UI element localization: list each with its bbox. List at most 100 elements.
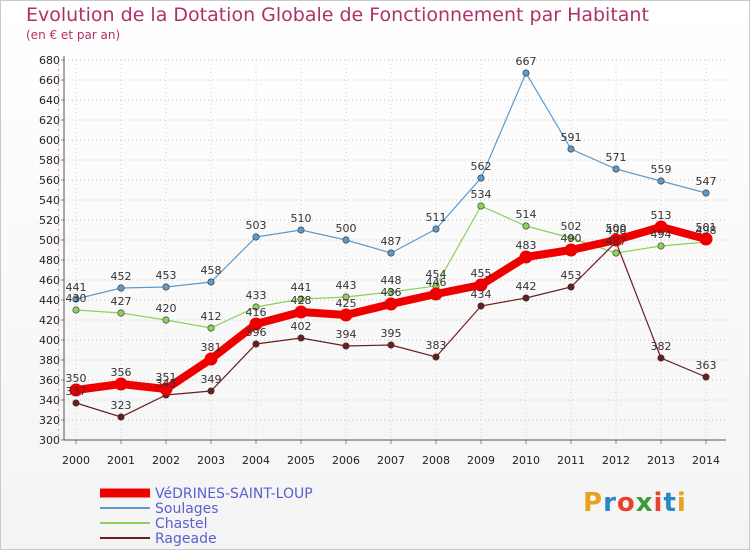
data-point-rageade	[252, 340, 260, 348]
data-label-chastel: 494	[651, 228, 672, 241]
y-tick-label: 600	[39, 134, 60, 147]
data-point-chastel	[252, 303, 260, 311]
data-point-chastel	[207, 324, 215, 332]
data-label-rageade: 337	[66, 385, 87, 398]
data-label-v-drines-saint-loup: 490	[561, 232, 582, 245]
y-tick-label: 620	[39, 114, 60, 127]
data-point-chastel	[612, 249, 620, 257]
legend-label-rageade: Rageade	[155, 531, 217, 547]
x-tick-label: 2005	[287, 454, 315, 467]
y-tick-label: 500	[39, 234, 60, 247]
y-tick-label: 560	[39, 174, 60, 187]
data-point-rageade	[432, 353, 440, 361]
data-label-rageade: 453	[561, 269, 582, 282]
data-point-rageade	[117, 413, 125, 421]
data-label-v-drines-saint-loup: 356	[111, 366, 132, 379]
data-point-soulages	[522, 69, 530, 77]
y-tick-label: 400	[39, 334, 60, 347]
y-tick-label: 680	[39, 54, 60, 67]
data-label-chastel: 412	[201, 310, 222, 323]
data-label-v-drines-saint-loup: 350	[66, 372, 87, 385]
data-point-soulages	[342, 236, 350, 244]
data-label-rageade: 345	[156, 377, 177, 390]
data-label-rageade: 434	[471, 288, 492, 301]
data-label-rageade: 402	[291, 320, 312, 333]
y-tick-label: 520	[39, 214, 60, 227]
data-label-rageade: 394	[336, 328, 357, 341]
data-label-chastel: 454	[426, 268, 447, 281]
x-tick-label: 2003	[197, 454, 225, 467]
data-point-v-drines-saint-loup	[249, 317, 263, 331]
x-tick-label: 2010	[512, 454, 540, 467]
data-point-chastel	[342, 293, 350, 301]
data-point-rageade	[522, 294, 530, 302]
y-tick-label: 360	[39, 374, 60, 387]
data-point-v-drines-saint-loup	[564, 243, 578, 257]
data-point-v-drines-saint-loup	[294, 305, 308, 319]
data-point-soulages	[297, 226, 305, 234]
data-point-soulages	[477, 174, 485, 182]
data-point-soulages	[387, 249, 395, 257]
x-tick-label: 2007	[377, 454, 405, 467]
data-label-chastel: 502	[561, 220, 582, 233]
x-tick-label: 2014	[692, 454, 720, 467]
logo-letter: i	[676, 488, 687, 518]
data-label-rageade: 395	[381, 327, 402, 340]
data-point-v-drines-saint-loup	[114, 377, 128, 391]
data-label-soulages: 547	[696, 175, 717, 188]
logo-letter: t	[663, 488, 677, 518]
data-label-rageade: 396	[246, 326, 267, 339]
data-label-soulages: 452	[111, 270, 132, 283]
data-label-v-drines-saint-loup: 416	[246, 306, 267, 319]
data-label-chastel: 443	[336, 279, 357, 292]
logo-letter: i	[653, 488, 664, 518]
data-point-soulages	[702, 189, 710, 197]
x-tick-label: 2009	[467, 454, 495, 467]
logo-letter: r	[603, 488, 617, 518]
data-label-chastel: 420	[156, 302, 177, 315]
data-point-rageade	[657, 354, 665, 362]
data-label-v-drines-saint-loup: 483	[516, 239, 537, 252]
y-tick-label: 460	[39, 274, 60, 287]
data-label-soulages: 441	[66, 281, 87, 294]
y-tick-label: 580	[39, 154, 60, 167]
data-point-v-drines-saint-loup	[159, 382, 173, 396]
data-label-v-drines-saint-loup: 500	[606, 222, 627, 235]
data-label-soulages: 559	[651, 163, 672, 176]
data-label-chastel: 534	[471, 188, 492, 201]
data-point-rageade	[342, 342, 350, 350]
data-point-chastel	[297, 295, 305, 303]
data-point-v-drines-saint-loup	[204, 352, 218, 366]
legend-label-v-drines-saint-loup: VéDRINES-SAINT-LOUP	[155, 486, 313, 502]
data-label-chastel: 514	[516, 208, 537, 221]
proxiti-logo: Proxiti	[583, 488, 687, 518]
data-label-v-drines-saint-loup: 351	[156, 371, 177, 384]
data-label-v-drines-saint-loup: 446	[426, 276, 447, 289]
data-point-soulages	[162, 283, 170, 291]
chart-title: Evolution de la Dotation Globale de Fonc…	[26, 4, 649, 26]
x-tick-label: 2013	[647, 454, 675, 467]
data-point-v-drines-saint-loup	[609, 233, 623, 247]
data-point-soulages	[252, 233, 260, 241]
data-point-chastel	[567, 234, 575, 242]
data-label-soulages: 458	[201, 264, 222, 277]
legend-label-chastel: Chastel	[155, 516, 208, 532]
data-label-v-drines-saint-loup: 425	[336, 297, 357, 310]
data-point-rageade	[702, 373, 710, 381]
logo-letter: x	[635, 488, 654, 518]
data-point-v-drines-saint-loup	[474, 278, 488, 292]
x-tick-label: 2008	[422, 454, 450, 467]
y-tick-label: 440	[39, 294, 60, 307]
data-point-soulages	[72, 295, 80, 303]
data-point-v-drines-saint-loup	[429, 287, 443, 301]
x-tick-label: 2004	[242, 454, 270, 467]
data-label-v-drines-saint-loup: 436	[381, 286, 402, 299]
y-tick-label: 540	[39, 194, 60, 207]
chart-subtitle: (en € et par an)	[26, 28, 121, 42]
data-label-soulages: 562	[471, 160, 492, 173]
data-point-rageade	[297, 334, 305, 342]
y-tick-label: 300	[39, 434, 60, 447]
data-point-chastel	[72, 306, 80, 314]
data-point-chastel	[117, 309, 125, 317]
x-tick-label: 2001	[107, 454, 135, 467]
